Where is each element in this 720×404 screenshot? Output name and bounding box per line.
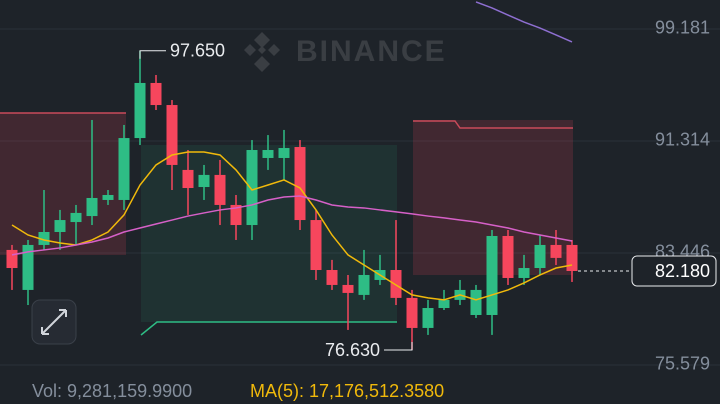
expand-button[interactable]: [31, 299, 77, 345]
watermark: BINANCE: [244, 32, 447, 72]
candle-body: [70, 212, 82, 223]
candle-body: [278, 148, 290, 158]
candle-body: [134, 82, 146, 139]
ma-line: [11, 195, 573, 256]
candle-body: [214, 174, 226, 205]
last-price-box: [631, 255, 717, 287]
candle-body: [326, 270, 338, 285]
last-price-label: 82.180: [655, 261, 710, 281]
sell-zone: [0, 113, 126, 255]
candle-body: [6, 249, 18, 269]
candle-body: [38, 232, 50, 245]
low-label: 76.630: [325, 340, 380, 360]
candle-body: [198, 174, 210, 188]
candle-body: [86, 197, 98, 217]
candle-body: [422, 308, 434, 328]
candle-body: [310, 220, 322, 271]
candle-body: [566, 244, 578, 272]
candle-body: [550, 244, 562, 258]
candle-body: [246, 150, 258, 226]
watermark-text: BINANCE: [296, 35, 447, 68]
candle-body: [54, 220, 66, 232]
candle-body: [390, 270, 402, 298]
high-marker: [139, 50, 166, 59]
high-label: 97.650: [170, 41, 225, 61]
candle-body: [486, 235, 498, 315]
y-tick-label: 91.314: [655, 130, 710, 150]
candle-body: [118, 138, 130, 200]
zone-line: [413, 120, 573, 129]
candle-body: [262, 150, 274, 158]
candle-body: [470, 289, 482, 315]
candle-body: [342, 284, 354, 293]
volume-text: Vol: 9,281,159.9900: [32, 381, 192, 401]
y-tick-label: 99.181: [655, 18, 710, 38]
ma-text: MA(5): 17,176,512.3580: [250, 381, 444, 401]
low-marker: [384, 342, 413, 351]
candle-body: [22, 244, 34, 290]
expand-icon: [41, 309, 67, 335]
candle-body: [438, 299, 450, 309]
candle-body: [182, 169, 194, 189]
candle-body: [358, 274, 370, 295]
candle-body: [518, 268, 530, 278]
y-tick-label: 75.579: [655, 354, 710, 374]
candle-body: [406, 297, 418, 328]
candle-body: [230, 204, 242, 226]
candle-body: [150, 82, 162, 106]
watermark-logo: [244, 32, 280, 72]
ma-line: [475, 1, 573, 43]
buy-zone: [141, 145, 397, 322]
zone-line: [140, 321, 397, 336]
candle-body: [502, 235, 514, 278]
candle-body: [102, 194, 114, 200]
candle-body: [294, 147, 306, 221]
candle-body: [166, 105, 178, 165]
ma-line: [11, 151, 573, 301]
candle-body: [534, 244, 546, 269]
